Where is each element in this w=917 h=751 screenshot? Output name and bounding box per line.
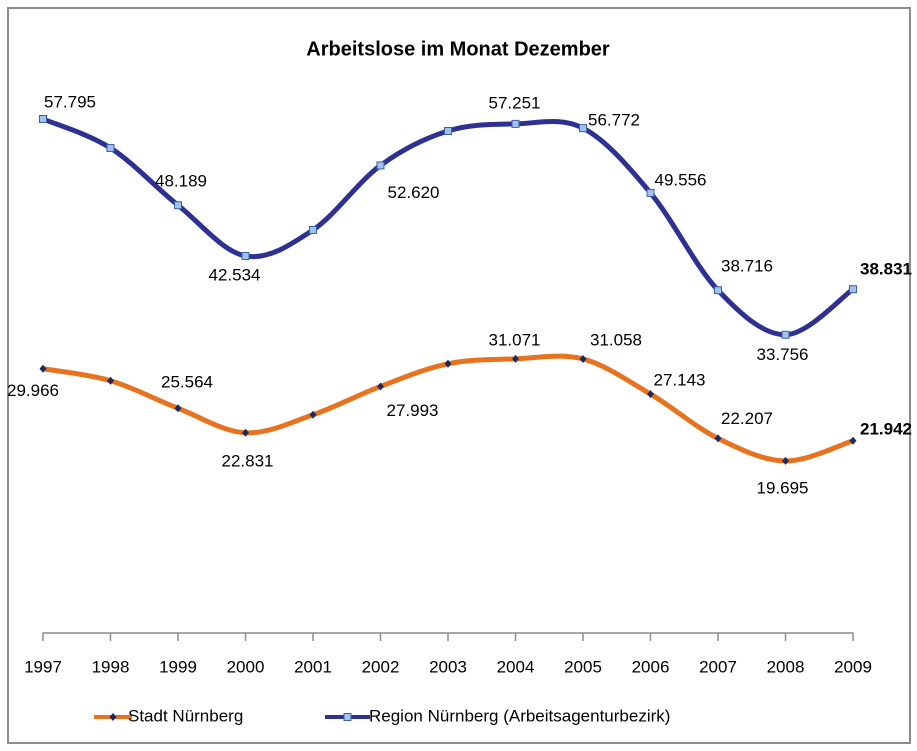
marker	[646, 188, 655, 197]
marker	[39, 364, 47, 373]
data-label: 22.207	[721, 409, 773, 428]
marker	[107, 376, 114, 385]
legend-label: Stadt Nürnberg	[128, 706, 243, 725]
data-label: 52.620	[388, 183, 440, 202]
data-label: 19.695	[757, 478, 809, 497]
x-tick-label: 2003	[429, 657, 467, 676]
x-tick-label: 1998	[92, 657, 130, 676]
x-tick-label: 2000	[227, 657, 265, 676]
chart-title: Arbeitslose im Monat Dezember	[306, 38, 610, 60]
data-label: 49.556	[655, 170, 707, 189]
x-tick-label: 2008	[767, 657, 805, 676]
marker	[512, 354, 519, 363]
legend-marker	[109, 713, 117, 721]
marker	[579, 354, 587, 363]
data-label: 48.189	[155, 172, 207, 191]
marker	[242, 428, 249, 437]
marker	[579, 124, 587, 133]
data-label: 57.795	[44, 92, 96, 111]
data-label: 56.772	[588, 111, 640, 130]
x-tick-label: 2005	[564, 657, 602, 676]
x-tick-label: 2002	[362, 657, 400, 676]
marker	[849, 436, 857, 445]
marker	[849, 285, 857, 294]
data-label: 42.534	[209, 265, 261, 284]
marker	[377, 382, 384, 391]
legend-marker	[343, 713, 352, 721]
data-label: 31.071	[489, 330, 541, 349]
data-label: 25.564	[161, 373, 213, 392]
marker	[376, 161, 385, 170]
marker	[444, 359, 452, 368]
x-tick-label: 2009	[834, 657, 872, 676]
data-label: 27.993	[387, 401, 439, 420]
marker	[174, 404, 182, 413]
data-label: 33.756	[757, 345, 809, 364]
marker	[309, 225, 317, 234]
data-label: 21.942	[860, 419, 912, 438]
marker	[714, 434, 722, 443]
marker	[647, 390, 654, 399]
data-label: 29.966	[7, 381, 59, 400]
data-label: 31.058	[590, 330, 642, 349]
x-tick-label: 2004	[497, 657, 535, 676]
marker	[39, 114, 47, 123]
x-tick-label: 1997	[24, 657, 62, 676]
x-tick-label: 2006	[632, 657, 670, 676]
x-tick-label: 2001	[294, 657, 332, 676]
marker	[714, 286, 722, 295]
data-label: 38.831	[860, 260, 912, 279]
marker	[511, 119, 520, 128]
x-tick-label: 2007	[699, 657, 737, 676]
marker	[174, 201, 182, 210]
legend-label: Region Nürnberg (Arbeitsagenturbezirk)	[369, 706, 670, 725]
marker	[106, 144, 115, 153]
marker	[241, 251, 250, 260]
marker	[781, 330, 790, 339]
marker	[309, 410, 317, 419]
marker	[782, 456, 789, 465]
x-tick-label: 1999	[159, 657, 197, 676]
data-label: 38.716	[721, 257, 773, 276]
data-label: 57.251	[489, 93, 541, 112]
data-label: 27.143	[654, 371, 706, 390]
marker	[444, 126, 452, 135]
data-label: 22.831	[222, 451, 274, 470]
